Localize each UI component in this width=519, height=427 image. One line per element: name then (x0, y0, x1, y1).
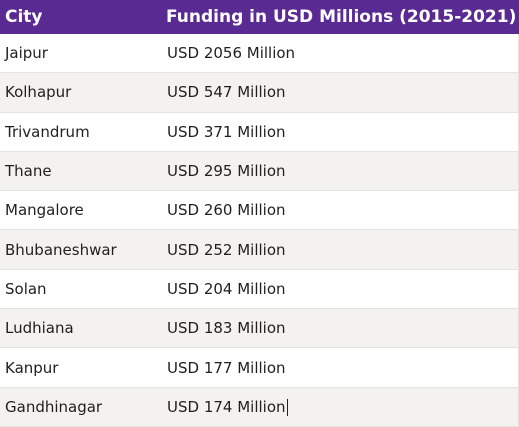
cell-city: Jaipur (5, 44, 48, 63)
cell-funding: USD 177 Million (167, 358, 286, 377)
cell-funding: USD 183 Million (167, 319, 286, 338)
cell-funding: USD 371 Million (167, 122, 286, 141)
table-row: Solan USD 204 Million (0, 270, 519, 310)
text-caret (286, 398, 288, 416)
table-row: Mangalore USD 260 Million (0, 191, 519, 231)
cell-funding: USD 295 Million (167, 162, 286, 181)
table-row: Kanpur USD 177 Million (0, 348, 519, 388)
table-row: Gandhinagar USD 174 Million (0, 387, 519, 427)
cell-funding: USD 252 Million (167, 240, 286, 259)
header-funding: Funding in USD Millions (2015-2021) (166, 7, 517, 27)
header-city: City (5, 7, 43, 27)
cell-city: Gandhinagar (5, 397, 103, 416)
table-row: Trivandrum USD 371 Million (0, 113, 519, 152)
cell-city: Ludhiana (5, 319, 74, 338)
table-row: Thane USD 295 Million (0, 151, 519, 192)
cell-funding: USD 204 Million (167, 279, 286, 298)
cell-funding: USD 547 Million (167, 83, 286, 102)
cell-city: Mangalore (5, 201, 84, 220)
cell-funding: USD 2056 Million (167, 44, 296, 63)
cell-city: Thane (5, 162, 52, 181)
table-row: Ludhiana USD 183 Million (0, 309, 519, 349)
cell-city: Kolhapur (5, 83, 72, 102)
table-row: Kolhapur USD 547 Million (0, 73, 519, 113)
cell-city: Kanpur (5, 358, 59, 377)
table-row: Jaipur USD 2056 Million (0, 34, 519, 74)
cell-city: Trivandrum (5, 122, 90, 141)
table-header: City Funding in USD Millions (2015-2021) (0, 0, 519, 34)
cell-city: Solan (5, 279, 47, 298)
cell-city: Bhubaneshwar (5, 240, 117, 259)
table-row: Bhubaneshwar USD 252 Million (0, 230, 519, 270)
cell-funding-editing[interactable]: USD 174 Million (162, 398, 288, 416)
cell-funding-text: USD 174 Million (167, 397, 286, 416)
cell-funding: USD 260 Million (167, 201, 286, 220)
